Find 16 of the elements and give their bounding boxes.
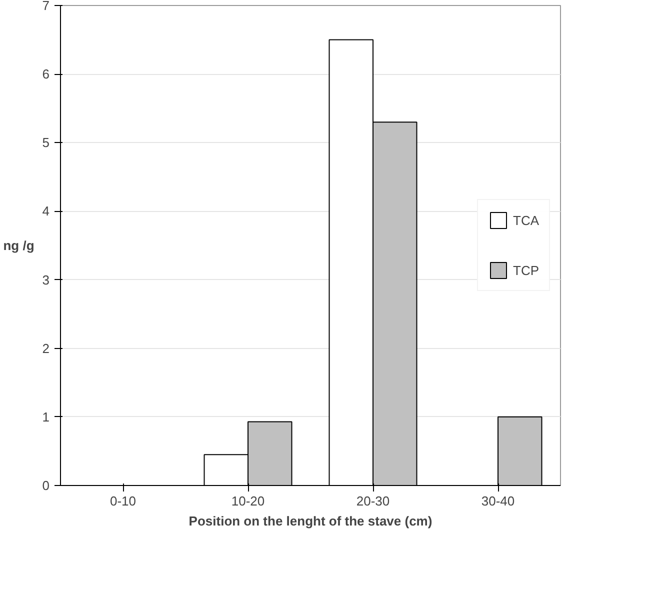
y-tick-label: 3 xyxy=(42,272,50,288)
x-tick-label: 0-10 xyxy=(110,494,136,508)
x-tick-label: 30-40 xyxy=(481,494,515,508)
legend-label: TCA xyxy=(513,212,539,228)
y-tick-label: 5 xyxy=(42,135,50,150)
y-tick-label: 4 xyxy=(42,204,50,219)
x-axis-title: Position on the lenght of the stave (cm) xyxy=(188,514,432,528)
y-tick-label: 7 xyxy=(42,0,50,13)
y-tick-label: 0 xyxy=(42,478,50,493)
x-tick-label: 20-30 xyxy=(356,494,390,508)
y-tick-label: 2 xyxy=(42,340,50,356)
legend-label: TCP xyxy=(513,262,539,278)
x-tick-label: 10-20 xyxy=(231,494,265,508)
y-tick-label: 1 xyxy=(42,409,50,424)
y-tick-label: 6 xyxy=(42,66,50,82)
y-axis-title: ng /g xyxy=(3,238,34,253)
